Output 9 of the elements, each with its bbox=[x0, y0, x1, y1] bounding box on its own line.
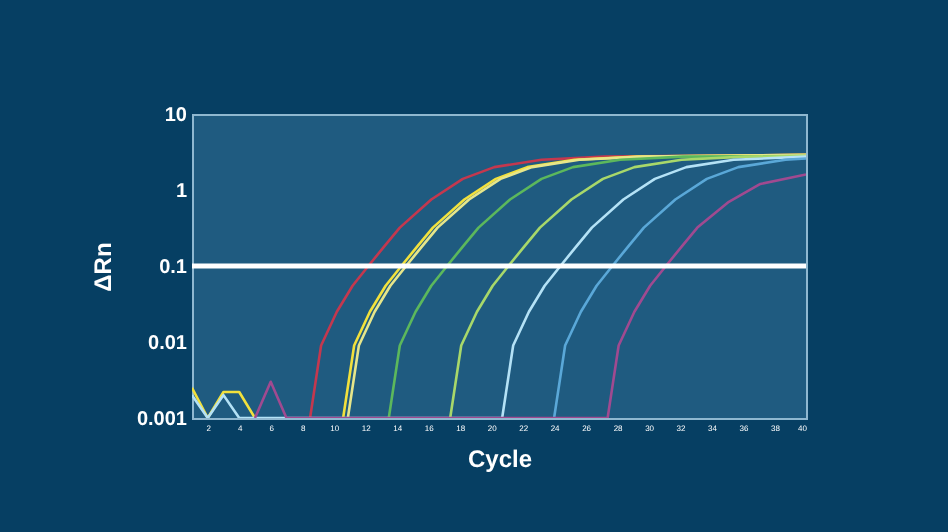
y-tick-label: 10 bbox=[164, 105, 188, 127]
y-tick-label: 0.1 bbox=[159, 257, 188, 279]
y-tick-label: 1 bbox=[175, 181, 188, 203]
x-axis-title: Cycle bbox=[467, 445, 533, 473]
y-tick-label: 0.01 bbox=[148, 333, 188, 355]
line-series bbox=[552, 157, 806, 418]
y-axis-title: ΔRn bbox=[88, 242, 117, 292]
y-tick-label: 0.001 bbox=[136, 409, 188, 431]
line-series bbox=[253, 173, 806, 418]
